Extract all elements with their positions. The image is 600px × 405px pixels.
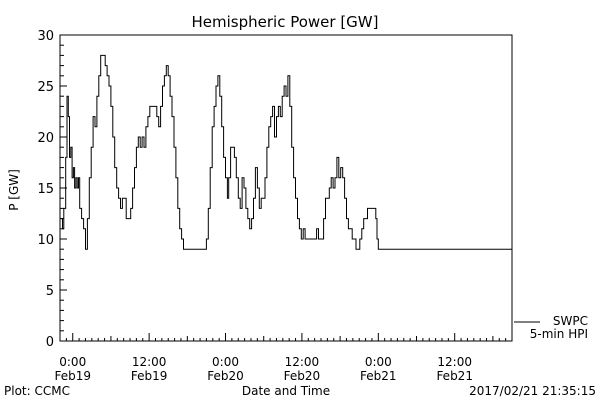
y-tick-label: 5 [46,284,54,299]
x-tick-date-label: Feb21 [436,369,473,383]
y-tick-label: 0 [46,335,54,350]
footer-plot-credit: Plot: CCMC [4,384,70,398]
x-tick-time-label: 0:00 [212,355,239,369]
y-tick-label: 25 [37,80,54,95]
y-tick-label: 30 [37,29,54,44]
x-tick-time-label: 0:00 [365,355,392,369]
x-tick-date-label: Feb19 [131,369,168,383]
legend-label-swpc: SWPC [553,314,588,328]
plot-area-frame [59,34,513,342]
chart-title: Hemispheric Power [GW] [192,13,379,31]
x-tick-labels: 0:00Feb1912:00Feb190:00Feb2012:00Feb200:… [54,355,472,383]
series-line-swpc [61,54,512,250]
x-tick-time-label: 12:00 [132,355,167,369]
axis-ticks [59,34,513,342]
series-layer [61,54,512,250]
x-tick-time-label: 12:00 [437,355,472,369]
y-tick-label: 10 [37,233,54,248]
x-tick-time-label: 12:00 [285,355,320,369]
x-axis-label: Date and Time [242,384,330,398]
y-axis-label: P [GW] [7,169,21,211]
x-tick-time-label: 0:00 [59,355,86,369]
y-tick-label: 15 [37,182,54,197]
y-tick-labels: 0 5 10 15 20 25 30 [37,29,54,350]
footer-timestamp: 2017/02/21 21:35:15 [469,384,596,398]
x-tick-date-label: Feb21 [360,369,397,383]
x-tick-date-label: Feb19 [54,369,91,383]
x-tick-date-label: Feb20 [284,369,321,383]
y-tick-label: 20 [37,131,54,146]
x-tick-date-label: Feb20 [207,369,244,383]
legend-label-hpi: 5-min HPI [530,327,588,341]
